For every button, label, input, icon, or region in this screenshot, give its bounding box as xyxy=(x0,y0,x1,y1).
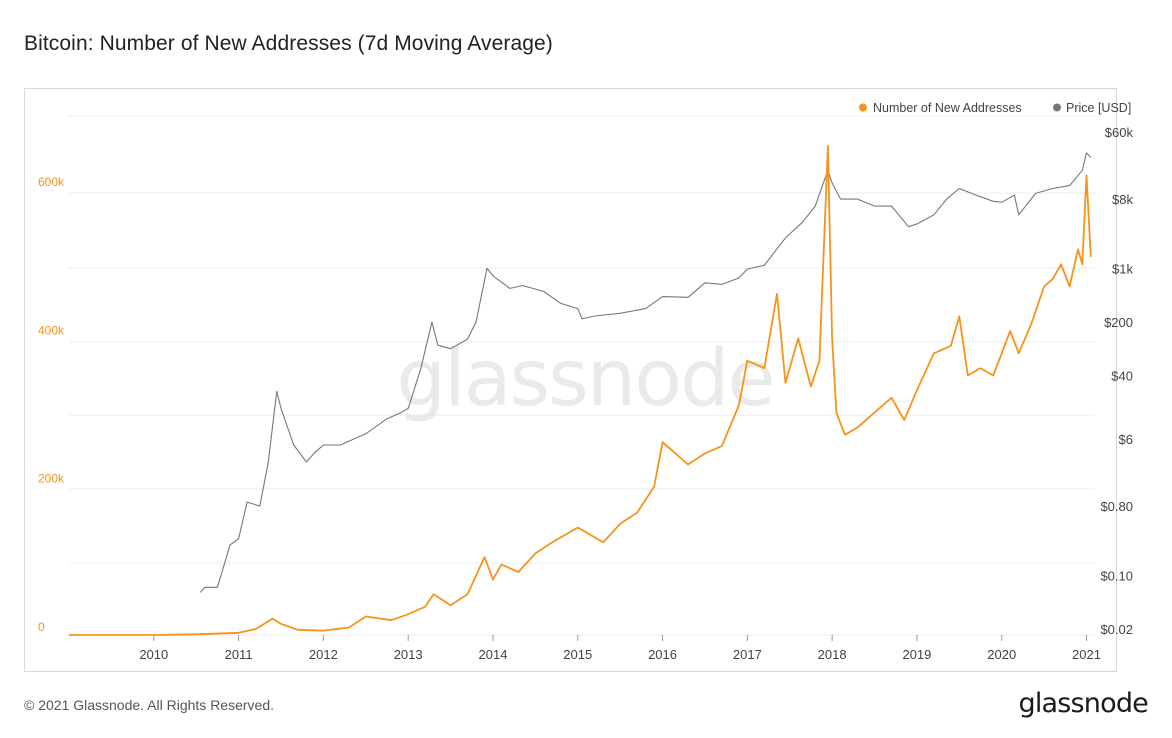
x-tick-label: 2010 xyxy=(139,647,168,662)
x-tick-label: 2013 xyxy=(394,647,423,662)
new-addresses-line xyxy=(69,144,1092,636)
left-tick-label: 200k xyxy=(38,472,65,486)
right-tick-label: $8k xyxy=(1112,192,1133,207)
x-tick-label: 2015 xyxy=(563,647,592,662)
legend-dot-price xyxy=(1053,103,1061,112)
x-tick-label: 2018 xyxy=(818,647,847,662)
x-tick-label: 2021 xyxy=(1072,647,1101,662)
watermark-text: glassnode xyxy=(397,334,774,424)
right-tick-label: $1k xyxy=(1112,261,1133,276)
legend: Number of New Addresses Price [USD] xyxy=(859,101,1131,115)
grid-lines xyxy=(69,115,1095,636)
right-tick-label: $200 xyxy=(1104,315,1133,330)
right-tick-label: $6 xyxy=(1119,432,1133,447)
right-tick-label: $0.80 xyxy=(1100,499,1133,514)
x-tick-label: 2014 xyxy=(479,647,508,662)
x-tick-label: 2020 xyxy=(987,647,1016,662)
glassnode-logo[interactable]: glassnode xyxy=(1018,688,1148,719)
left-tick-label: 600k xyxy=(38,175,65,189)
x-tick-label: 2017 xyxy=(733,647,762,662)
left-tick-label: 0 xyxy=(38,620,45,634)
right-tick-label: $0.02 xyxy=(1100,622,1133,637)
copyright-text: © 2021 Glassnode. All Rights Reserved. xyxy=(24,697,275,713)
right-axis: $0.02 $0.10 $0.80 $6 $40 $200 $1k $8k $60k xyxy=(1100,125,1133,637)
left-tick-label: 400k xyxy=(38,323,65,337)
x-tick-label: 2019 xyxy=(902,647,931,662)
left-axis: 0 200k 400k 600k xyxy=(38,175,65,634)
right-tick-label: $60k xyxy=(1105,125,1134,140)
legend-label-addresses[interactable]: Number of New Addresses xyxy=(873,101,1022,115)
x-tick-label: 2011 xyxy=(225,647,253,662)
right-tick-label: $40 xyxy=(1111,369,1133,384)
x-axis: 2010 2011 2012 2013 2014 2015 2016 2017 2018 2019… xyxy=(139,635,1101,662)
legend-dot-addresses xyxy=(859,103,867,112)
x-tick-label: 2012 xyxy=(309,647,338,662)
x-tick-label: 2016 xyxy=(648,647,677,662)
series-group xyxy=(69,144,1092,636)
right-tick-label: $0.10 xyxy=(1100,568,1133,583)
legend-label-price[interactable]: Price [USD] xyxy=(1066,101,1131,115)
chart-title: Bitcoin: Number of New Addresses (7d Mov… xyxy=(24,32,553,55)
chart-container xyxy=(24,88,1117,672)
price-line xyxy=(199,152,1092,593)
